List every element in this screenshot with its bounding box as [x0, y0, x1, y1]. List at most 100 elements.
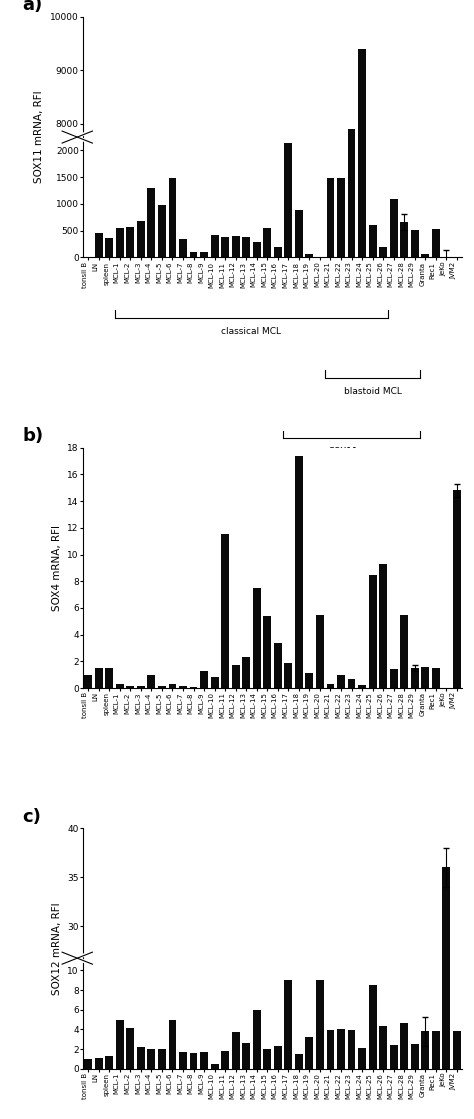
Bar — [127, 1028, 134, 1069]
Bar — [421, 1032, 429, 1069]
Bar — [347, 679, 356, 688]
Bar — [337, 1029, 345, 1069]
Bar — [232, 236, 240, 257]
Bar — [347, 1031, 356, 1069]
Bar — [358, 49, 366, 257]
Bar — [327, 178, 335, 257]
Bar — [116, 1019, 124, 1069]
Bar — [179, 686, 187, 688]
Bar — [400, 614, 408, 688]
Bar — [147, 675, 155, 688]
Bar — [210, 1064, 219, 1069]
Bar — [158, 686, 166, 688]
Bar — [442, 867, 450, 1069]
Bar — [421, 254, 429, 257]
Bar — [284, 662, 292, 688]
Bar — [232, 666, 240, 688]
Text: blastoid MCL: blastoid MCL — [344, 387, 401, 396]
Bar — [421, 667, 429, 688]
Bar — [411, 1044, 419, 1069]
Bar — [411, 668, 419, 688]
Bar — [274, 1046, 282, 1069]
Bar — [358, 685, 366, 688]
Bar — [327, 1031, 335, 1069]
Bar — [221, 535, 229, 688]
Bar — [316, 614, 324, 688]
Bar — [158, 205, 166, 257]
Bar — [390, 1045, 398, 1069]
Bar — [358, 1049, 366, 1069]
Bar — [305, 254, 313, 257]
Bar — [432, 229, 440, 257]
Bar — [105, 1056, 113, 1069]
Bar — [347, 129, 356, 257]
Bar — [95, 1057, 103, 1069]
Text: a): a) — [22, 0, 43, 15]
Bar — [158, 1049, 166, 1069]
Bar — [379, 564, 387, 688]
Bar — [284, 980, 292, 1069]
Bar — [169, 1019, 176, 1069]
Bar — [274, 246, 282, 257]
Bar — [221, 236, 229, 257]
Bar — [390, 199, 398, 257]
Bar — [253, 1009, 261, 1069]
Bar — [337, 675, 345, 688]
Y-axis label: SOX12 mRNA, RFI: SOX12 mRNA, RFI — [52, 902, 62, 995]
Y-axis label: SOX4 mRNA, RFI: SOX4 mRNA, RFI — [52, 525, 62, 611]
Bar — [316, 980, 324, 1069]
Bar — [369, 574, 376, 688]
Bar — [116, 228, 124, 257]
Bar — [264, 615, 271, 688]
Bar — [400, 1023, 408, 1069]
Bar — [400, 222, 408, 257]
Bar — [137, 686, 145, 688]
Bar — [305, 674, 313, 688]
Bar — [253, 243, 261, 257]
Bar — [210, 235, 219, 257]
Bar — [284, 143, 292, 257]
Bar — [169, 684, 176, 688]
Bar — [147, 188, 155, 257]
Bar — [411, 229, 419, 257]
Bar — [127, 227, 134, 257]
Bar — [116, 684, 124, 688]
Bar — [432, 668, 440, 688]
Bar — [169, 178, 176, 257]
Bar — [105, 668, 113, 688]
Bar — [210, 677, 219, 688]
Bar — [127, 686, 134, 688]
Bar — [84, 1059, 92, 1069]
Bar — [327, 684, 335, 688]
Bar — [305, 1037, 313, 1069]
Bar — [453, 1032, 461, 1069]
Bar — [84, 675, 92, 688]
Bar — [337, 178, 345, 257]
Bar — [242, 658, 250, 688]
Bar — [264, 1049, 271, 1069]
Bar — [295, 1054, 303, 1069]
Bar — [105, 238, 113, 257]
Bar — [200, 252, 208, 257]
Bar — [200, 1052, 208, 1069]
Bar — [432, 1032, 440, 1069]
Bar — [232, 1033, 240, 1069]
Bar — [190, 252, 198, 257]
Bar — [190, 1053, 198, 1069]
Y-axis label: SOX11 mRNA, RFI: SOX11 mRNA, RFI — [35, 91, 45, 184]
Text: SOX11⁻ve: SOX11⁻ve — [329, 448, 374, 457]
Bar — [295, 210, 303, 257]
Bar — [453, 490, 461, 688]
Bar — [242, 236, 250, 257]
Bar — [95, 668, 103, 688]
Bar — [274, 642, 282, 688]
Bar — [379, 1026, 387, 1069]
Bar — [200, 671, 208, 688]
Bar — [295, 455, 303, 688]
Bar — [369, 225, 376, 257]
Bar — [95, 234, 103, 257]
Text: b): b) — [22, 427, 44, 445]
Bar — [379, 246, 387, 257]
Bar — [253, 587, 261, 688]
Bar — [179, 1052, 187, 1069]
